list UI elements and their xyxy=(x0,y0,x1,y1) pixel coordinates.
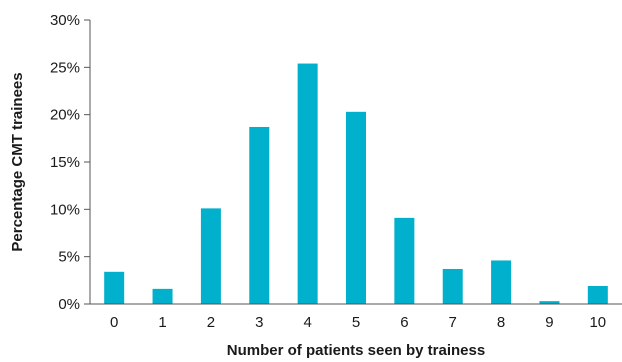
bar-8 xyxy=(491,260,512,304)
y-axis-ticks: 0% 5% 10% 15% 20% 25% 30% xyxy=(50,12,90,313)
x-tick-label: 4 xyxy=(303,314,311,331)
bar-0 xyxy=(104,271,125,304)
x-tick-label: 3 xyxy=(255,314,263,331)
x-tick-label: 0 xyxy=(110,314,118,331)
y-tick-label: 0% xyxy=(58,296,80,313)
y-tick-label: 25% xyxy=(50,59,80,76)
x-tick-label: 2 xyxy=(207,314,215,331)
y-tick-label: 20% xyxy=(50,107,80,124)
bar-7 xyxy=(442,268,463,304)
bar-3 xyxy=(249,126,270,305)
x-tick-label: 8 xyxy=(497,314,505,331)
x-tick-label: 7 xyxy=(449,314,457,331)
x-axis-title: Number of patients seen by trainess xyxy=(227,342,485,359)
x-axis-ticks: 0 1 2 3 4 5 6 7 8 9 10 xyxy=(110,314,606,331)
y-tick-label: 5% xyxy=(58,249,80,266)
bar-2 xyxy=(200,208,221,304)
bar-1 xyxy=(152,288,173,304)
x-tick-label: 10 xyxy=(589,314,606,331)
bar-10 xyxy=(587,286,608,304)
x-tick-label: 9 xyxy=(545,314,553,331)
x-tick-label: 6 xyxy=(400,314,408,331)
y-tick-label: 15% xyxy=(50,154,80,171)
bar-4 xyxy=(297,63,318,305)
bar-6 xyxy=(394,217,415,304)
bar-5 xyxy=(346,111,366,305)
y-tick-label: 30% xyxy=(50,12,80,29)
y-tick-label: 10% xyxy=(50,201,80,218)
x-tick-label: 5 xyxy=(352,314,360,331)
y-axis-title: Percentage CMT trainees xyxy=(9,72,26,251)
bar-9 xyxy=(539,301,560,304)
bars xyxy=(104,63,608,305)
x-tick-label: 1 xyxy=(158,314,166,331)
